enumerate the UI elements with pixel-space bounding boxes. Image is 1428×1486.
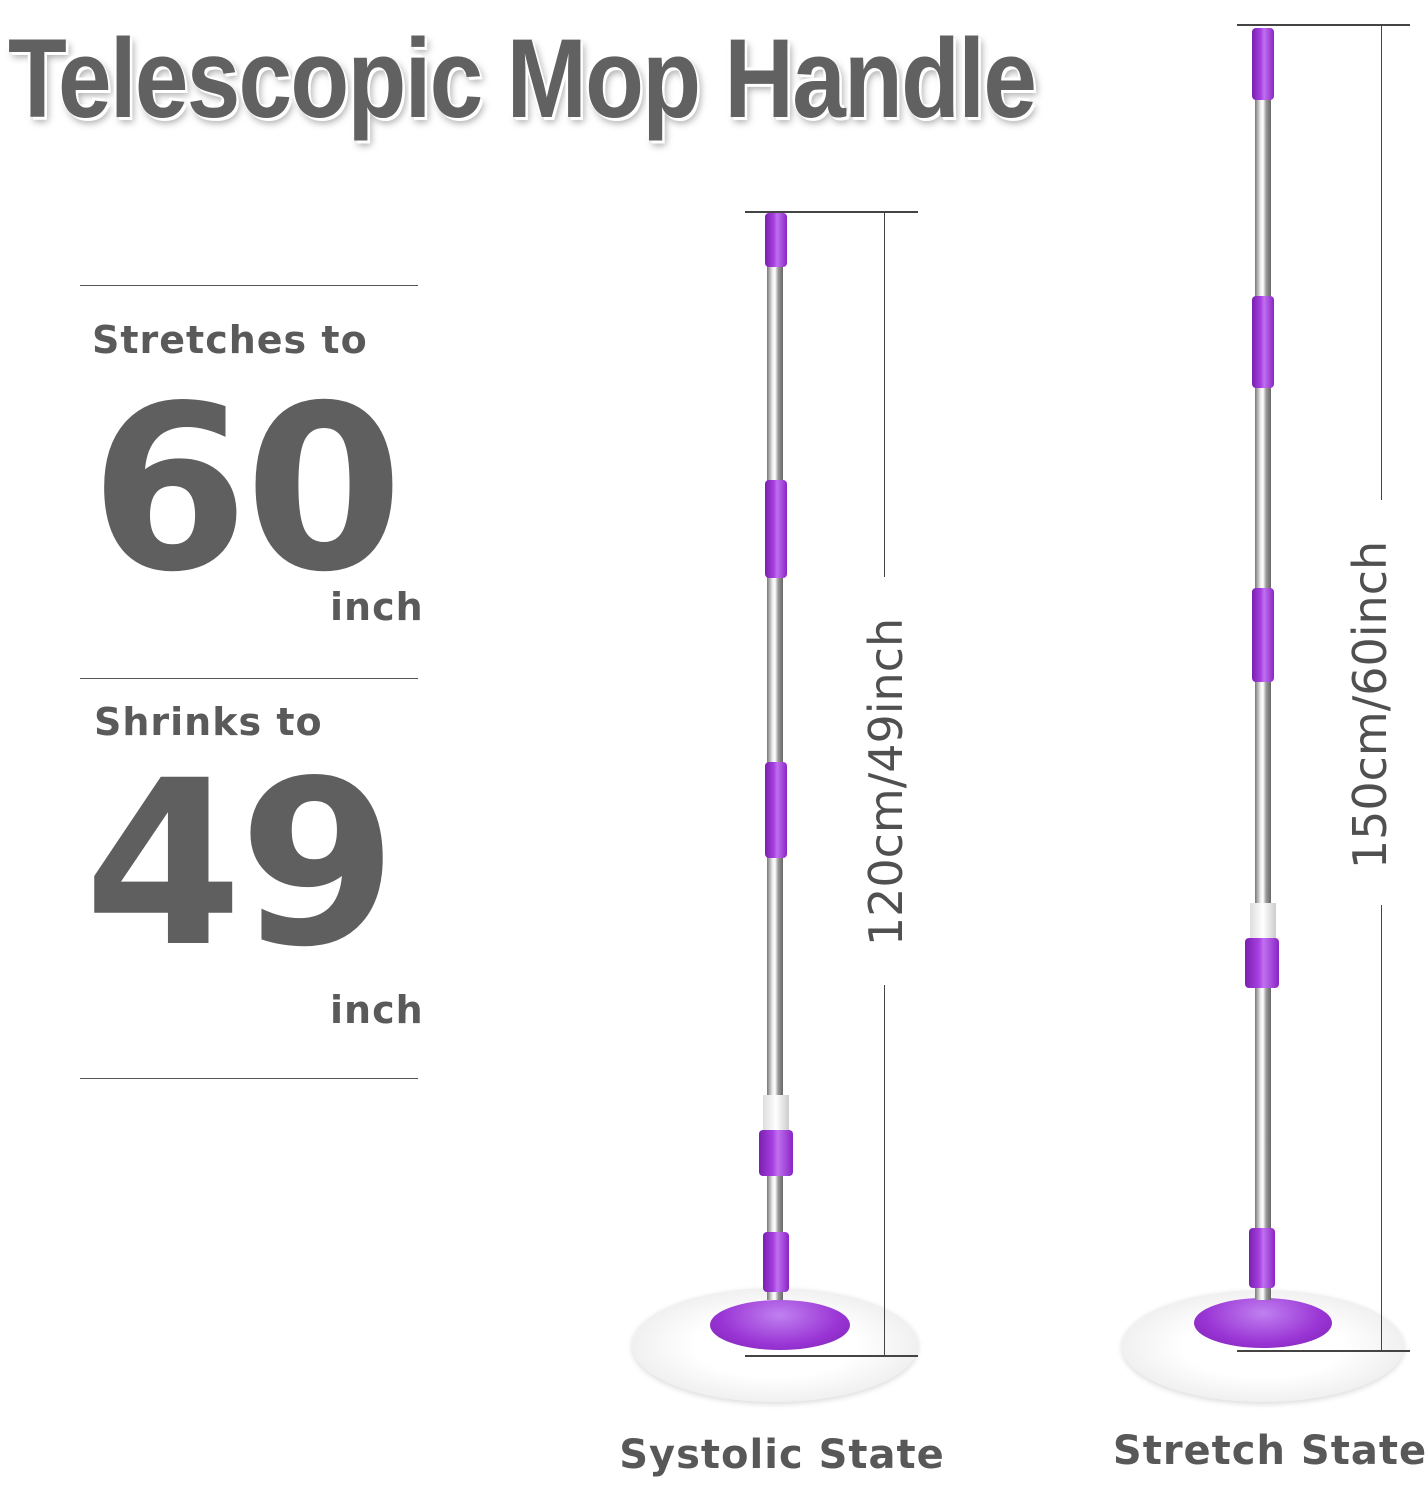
mop-joint [1249, 1228, 1275, 1288]
grip [1252, 28, 1274, 100]
stretch-value: 60 [90, 356, 403, 622]
lock-cone [759, 1130, 793, 1176]
stretch-unit: inch [330, 585, 424, 629]
grip [765, 762, 787, 858]
dimension-line [884, 212, 885, 577]
dimension-label: 120cm/49inch [859, 617, 913, 947]
dimension-line [745, 211, 918, 213]
shrink-unit: inch [330, 988, 424, 1032]
grip [1252, 588, 1274, 682]
collar [1250, 903, 1276, 939]
mop-plate [1194, 1298, 1332, 1348]
dimension-label: 150cm/60inch [1343, 540, 1397, 870]
lock-cone [1245, 938, 1279, 988]
grip [765, 480, 787, 578]
title: Telescopic Mop Handle [8, 16, 1037, 141]
mop-plate [710, 1300, 850, 1350]
dimension-line [884, 985, 885, 1355]
collar [763, 1095, 789, 1131]
grip [1252, 296, 1274, 388]
state-label: Stretch State [1112, 1428, 1428, 1474]
shrink-value: 49 [84, 731, 397, 997]
dimension-line [1237, 24, 1410, 26]
divider [80, 678, 418, 679]
shrink-label: Shrinks to [94, 700, 323, 744]
dimension-line [1237, 1350, 1410, 1352]
divider [80, 1078, 418, 1079]
state-label: Systolic State [619, 1432, 945, 1478]
divider [80, 285, 418, 286]
mop-joint [763, 1232, 789, 1292]
grip [765, 213, 787, 267]
dimension-line [1381, 25, 1382, 500]
dimension-line [745, 1355, 918, 1357]
stretch-label: Stretches to [92, 318, 368, 362]
dimension-line [1381, 905, 1382, 1350]
